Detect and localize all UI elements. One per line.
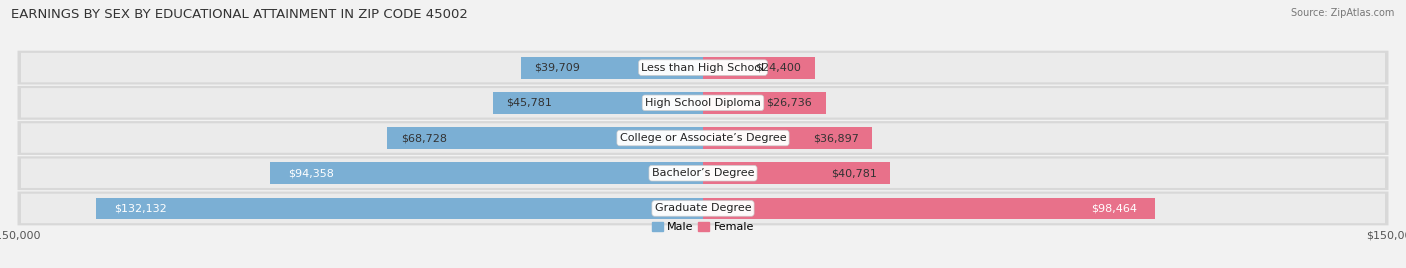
Text: $45,781: $45,781 (506, 98, 553, 108)
Legend: Male, Female: Male, Female (647, 217, 759, 237)
Bar (703, 92, 825, 114)
Bar (703, 57, 815, 79)
Bar (492, 92, 703, 114)
Text: EARNINGS BY SEX BY EDUCATIONAL ATTAINMENT IN ZIP CODE 45002: EARNINGS BY SEX BY EDUCATIONAL ATTAINMEN… (11, 8, 468, 21)
Text: $98,464: $98,464 (1091, 203, 1137, 213)
Text: $94,358: $94,358 (288, 168, 333, 178)
FancyBboxPatch shape (17, 121, 1389, 155)
Text: Source: ZipAtlas.com: Source: ZipAtlas.com (1291, 8, 1395, 18)
Bar (703, 198, 1156, 219)
Bar (520, 57, 703, 79)
FancyBboxPatch shape (17, 156, 1389, 190)
FancyBboxPatch shape (17, 51, 1389, 84)
Text: College or Associate’s Degree: College or Associate’s Degree (620, 133, 786, 143)
Bar (270, 162, 703, 184)
Text: Graduate Degree: Graduate Degree (655, 203, 751, 213)
Text: $36,897: $36,897 (813, 133, 859, 143)
Text: $40,781: $40,781 (831, 168, 876, 178)
FancyBboxPatch shape (17, 192, 1389, 225)
FancyBboxPatch shape (21, 194, 1385, 223)
FancyBboxPatch shape (17, 86, 1389, 120)
Text: $132,132: $132,132 (114, 203, 167, 213)
Text: Less than High School: Less than High School (641, 63, 765, 73)
Text: $26,736: $26,736 (766, 98, 813, 108)
FancyBboxPatch shape (21, 123, 1385, 153)
Text: High School Diploma: High School Diploma (645, 98, 761, 108)
FancyBboxPatch shape (21, 53, 1385, 82)
Text: Bachelor’s Degree: Bachelor’s Degree (652, 168, 754, 178)
Text: $68,728: $68,728 (401, 133, 447, 143)
Text: $24,400: $24,400 (755, 63, 801, 73)
Bar (387, 127, 703, 149)
Bar (96, 198, 703, 219)
Bar (703, 127, 873, 149)
Text: $39,709: $39,709 (534, 63, 581, 73)
FancyBboxPatch shape (21, 158, 1385, 188)
Bar (703, 162, 890, 184)
FancyBboxPatch shape (21, 88, 1385, 118)
